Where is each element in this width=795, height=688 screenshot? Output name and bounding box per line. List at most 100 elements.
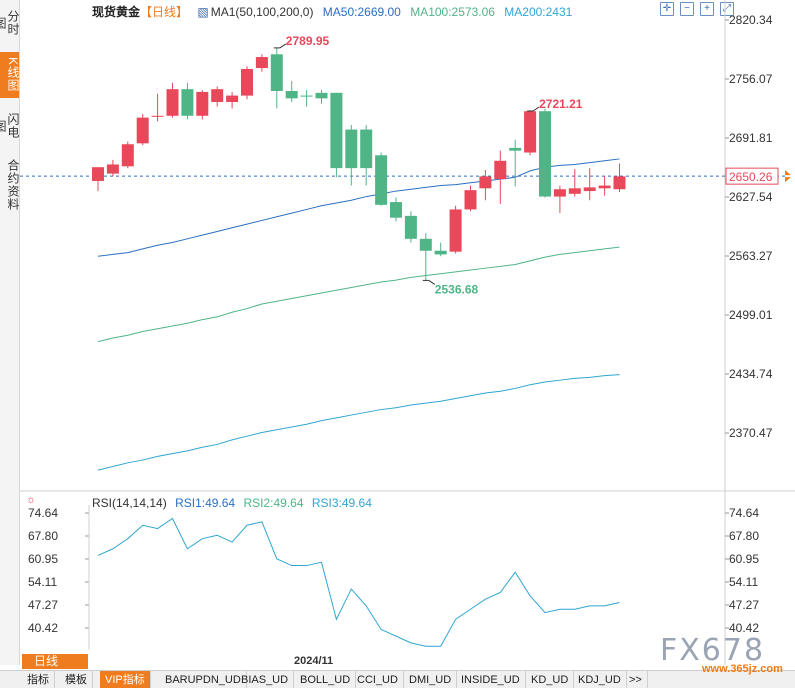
price-axis: 2820.34 2756.07 2691.81 2627.54 2563.27 2499.… xyxy=(20,13,791,440)
rsi-tick-right: 74.64 xyxy=(729,506,759,520)
tab-barupdn[interactable]: BARUPDN_UD xyxy=(160,671,247,688)
candle-body xyxy=(285,91,298,99)
rsi-label: RSI(14,14,14) xyxy=(92,496,167,510)
rsi-tick-left: 74.64 xyxy=(28,506,58,520)
watermark-url: www.365jz.com xyxy=(702,663,783,675)
ma-settings-icon[interactable]: ▧ xyxy=(197,5,209,19)
candle-body xyxy=(404,215,417,239)
tab-kline[interactable]: K线图 xyxy=(0,52,20,98)
tab-contract-info[interactable]: 合约资料 xyxy=(6,159,20,211)
rsi-settings-icon[interactable]: ☼ xyxy=(26,494,37,506)
candle-body xyxy=(539,111,551,197)
annotation-leader xyxy=(532,106,540,112)
candle-body xyxy=(479,176,492,189)
candle-body xyxy=(196,91,209,116)
rsi-line xyxy=(97,517,620,647)
rsi-header: RSI(14,14,14) RSI1:49.64 RSI2:49.64 RSI3… xyxy=(92,496,372,510)
zoom-out-icon[interactable]: − xyxy=(680,2,694,16)
rsi-tick-right: 47.27 xyxy=(729,598,759,612)
rsi-tick-left: 40.42 xyxy=(28,621,58,635)
candle-body xyxy=(300,95,313,97)
annotation-label: 2789.95 xyxy=(286,34,330,48)
watermark: FX678 www.365jz.com xyxy=(660,633,795,675)
rsi-tick-right: 67.80 xyxy=(729,529,759,543)
candle-body xyxy=(121,144,134,167)
price-tick-label: 2370.47 xyxy=(729,426,773,440)
price-tick-label: 2434.74 xyxy=(729,367,773,381)
rsi1-value: RSI1:49.64 xyxy=(175,496,236,510)
candle-body xyxy=(166,89,179,116)
tab-vip-indicators[interactable]: VIP指标 xyxy=(100,671,151,688)
candle-body xyxy=(390,202,402,218)
candle-body xyxy=(330,92,343,169)
moving-averages xyxy=(97,158,620,471)
ma-indicator-label: MA1(50,100,200,0) xyxy=(210,5,314,19)
tab-cci[interactable]: CCI_UD xyxy=(352,671,404,688)
ma100-value: MA100:2573.06 xyxy=(410,5,495,19)
symbol-name: 现货黄金 xyxy=(92,5,141,19)
candle-body xyxy=(434,250,447,255)
candle-body xyxy=(613,176,626,190)
candle-body xyxy=(494,160,507,180)
price-tick-label: 2499.01 xyxy=(729,308,773,322)
annotation-label: 2721.21 xyxy=(539,97,583,111)
candle-body xyxy=(106,164,119,174)
candle-body xyxy=(583,187,596,192)
candle-body xyxy=(345,129,358,169)
candle-body xyxy=(553,189,566,197)
tab-flash-chart[interactable]: 闪电图 xyxy=(0,113,20,139)
candle-body xyxy=(568,188,581,194)
candle-body xyxy=(449,209,462,252)
chart-canvas[interactable]: 2820.34 2756.07 2691.81 2627.54 2563.27 2499.… xyxy=(0,0,795,665)
candle-body xyxy=(226,95,239,103)
tab-bias[interactable]: BIAS_UD xyxy=(236,671,295,688)
rsi2-value: RSI2:49.64 xyxy=(243,496,304,510)
rsi-tick-left: 54.11 xyxy=(28,575,57,589)
candle-body xyxy=(375,155,388,205)
tab-templates[interactable]: 模板 xyxy=(60,671,93,688)
tab-indicators[interactable]: 指标 xyxy=(22,671,55,688)
ma200-line xyxy=(97,374,620,471)
annotation-label: 2536.68 xyxy=(435,282,479,296)
price-tick-label: 2756.07 xyxy=(729,72,773,86)
tab-kd[interactable]: KD_UD xyxy=(526,671,575,688)
zoom-in-icon[interactable]: + xyxy=(700,2,714,16)
left-tab-bar: 分时图 K线图 闪电图 合约资料 xyxy=(0,0,20,665)
candle-body xyxy=(181,89,194,116)
price-arrow-up-icon xyxy=(785,170,791,176)
candlesticks xyxy=(92,47,626,281)
price-tick-label: 2691.81 xyxy=(729,131,773,145)
candle-body xyxy=(136,117,149,144)
period-tab[interactable]: 日线 xyxy=(22,654,88,669)
candle-body xyxy=(241,68,253,96)
candle-body xyxy=(464,190,477,210)
candle-body xyxy=(509,147,522,151)
candle-body xyxy=(598,185,611,189)
candle-body xyxy=(270,54,283,92)
tab-inside[interactable]: INSIDE_UD xyxy=(456,671,526,688)
rsi-tick-left: 67.80 xyxy=(28,529,58,543)
rsi-tick-right: 60.95 xyxy=(729,552,759,566)
watermark-logo: FX678 xyxy=(660,633,766,668)
fullscreen-icon[interactable]: ⤢ xyxy=(720,2,734,16)
rsi-tick-right: 40.42 xyxy=(729,621,759,635)
chart-header: 现货黄金【日线】 ▧ MA1(50,100,200,0) MA50:2669.00… xyxy=(92,3,578,19)
rsi-tick-left: 47.27 xyxy=(28,598,58,612)
tab-time-sharing[interactable]: 分时图 xyxy=(0,10,20,36)
period-label: 【日线】 xyxy=(140,5,189,19)
tab-kdj[interactable]: KDJ_UD xyxy=(573,671,627,688)
tab-dmi[interactable]: DMI_UD xyxy=(404,671,458,688)
candle-body xyxy=(315,92,328,99)
candle-body xyxy=(255,57,268,69)
tab-more[interactable]: >> xyxy=(624,671,648,688)
crosshair-icon[interactable]: ✛ xyxy=(660,2,674,16)
rsi-tick-left: 60.95 xyxy=(28,552,58,566)
candle-body xyxy=(92,167,104,181)
candle-body xyxy=(211,89,224,103)
ma100-line xyxy=(97,246,620,343)
ma200-value: MA200:2431 xyxy=(504,5,573,19)
rsi-panel: 74.64 74.64 67.80 67.80 60.95 60.95 54.11 54.11… xyxy=(28,505,759,650)
tab-boll[interactable]: BOLL_UD xyxy=(295,671,357,688)
candle-body xyxy=(524,111,537,153)
ma50-line xyxy=(97,158,620,257)
